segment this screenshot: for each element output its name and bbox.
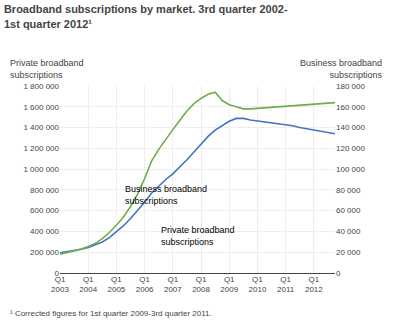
svg-text:Private broadbandsubscriptions: Private broadbandsubscriptions (161, 225, 235, 247)
svg-text:Q12004: Q12004 (79, 275, 97, 294)
svg-text:140 000: 140 000 (336, 123, 365, 132)
svg-text:200 000: 200 000 (30, 248, 59, 257)
svg-text:Q12008: Q12008 (192, 275, 210, 294)
svg-text:1 400 000: 1 400 000 (23, 123, 59, 132)
svg-text:Q12007: Q12007 (164, 275, 182, 294)
svg-text:600 000: 600 000 (30, 206, 59, 215)
svg-text:0: 0 (55, 269, 60, 278)
svg-text:160 000: 160 000 (336, 103, 365, 112)
svg-text:Q12005: Q12005 (108, 275, 126, 294)
svg-text:Broadband subscriptions by mar: Broadband subscriptions by market. 3rd q… (4, 3, 288, 29)
svg-text:1 200 000: 1 200 000 (23, 144, 59, 153)
svg-text:120 000: 120 000 (336, 144, 365, 153)
svg-text:Business broadbandsubscription: Business broadbandsubscriptions (125, 184, 207, 206)
svg-text:100 000: 100 000 (336, 165, 365, 174)
svg-text:1 600 000: 1 600 000 (23, 103, 59, 112)
svg-text:Q12003: Q12003 (51, 275, 69, 294)
svg-text:Private broadbandsubscriptions: Private broadbandsubscriptions (10, 58, 84, 80)
svg-text:180 000: 180 000 (336, 82, 365, 91)
svg-text:20 000: 20 000 (336, 248, 361, 257)
svg-text:400 000: 400 000 (30, 227, 59, 236)
svg-text:1 800 000: 1 800 000 (23, 82, 59, 91)
svg-text:Business broadbandsubscription: Business broadbandsubscriptions (300, 58, 383, 80)
svg-text:Q12009: Q12009 (220, 275, 238, 294)
svg-text:Q12012: Q12012 (305, 275, 323, 294)
svg-text:800 000: 800 000 (30, 186, 59, 195)
svg-text:Q12010: Q12010 (249, 275, 267, 294)
svg-text:0: 0 (336, 269, 341, 278)
svg-text:Q12006: Q12006 (136, 275, 154, 294)
svg-text:60 000: 60 000 (336, 206, 361, 215)
svg-text:1 000 000: 1 000 000 (23, 165, 59, 174)
svg-text:¹ Corrected figures for 1st qu: ¹ Corrected figures for 1st quarter 2009… (10, 309, 212, 318)
svg-text:40 000: 40 000 (336, 227, 361, 236)
svg-text:Q12011: Q12011 (277, 275, 295, 294)
svg-text:80 000: 80 000 (336, 186, 361, 195)
